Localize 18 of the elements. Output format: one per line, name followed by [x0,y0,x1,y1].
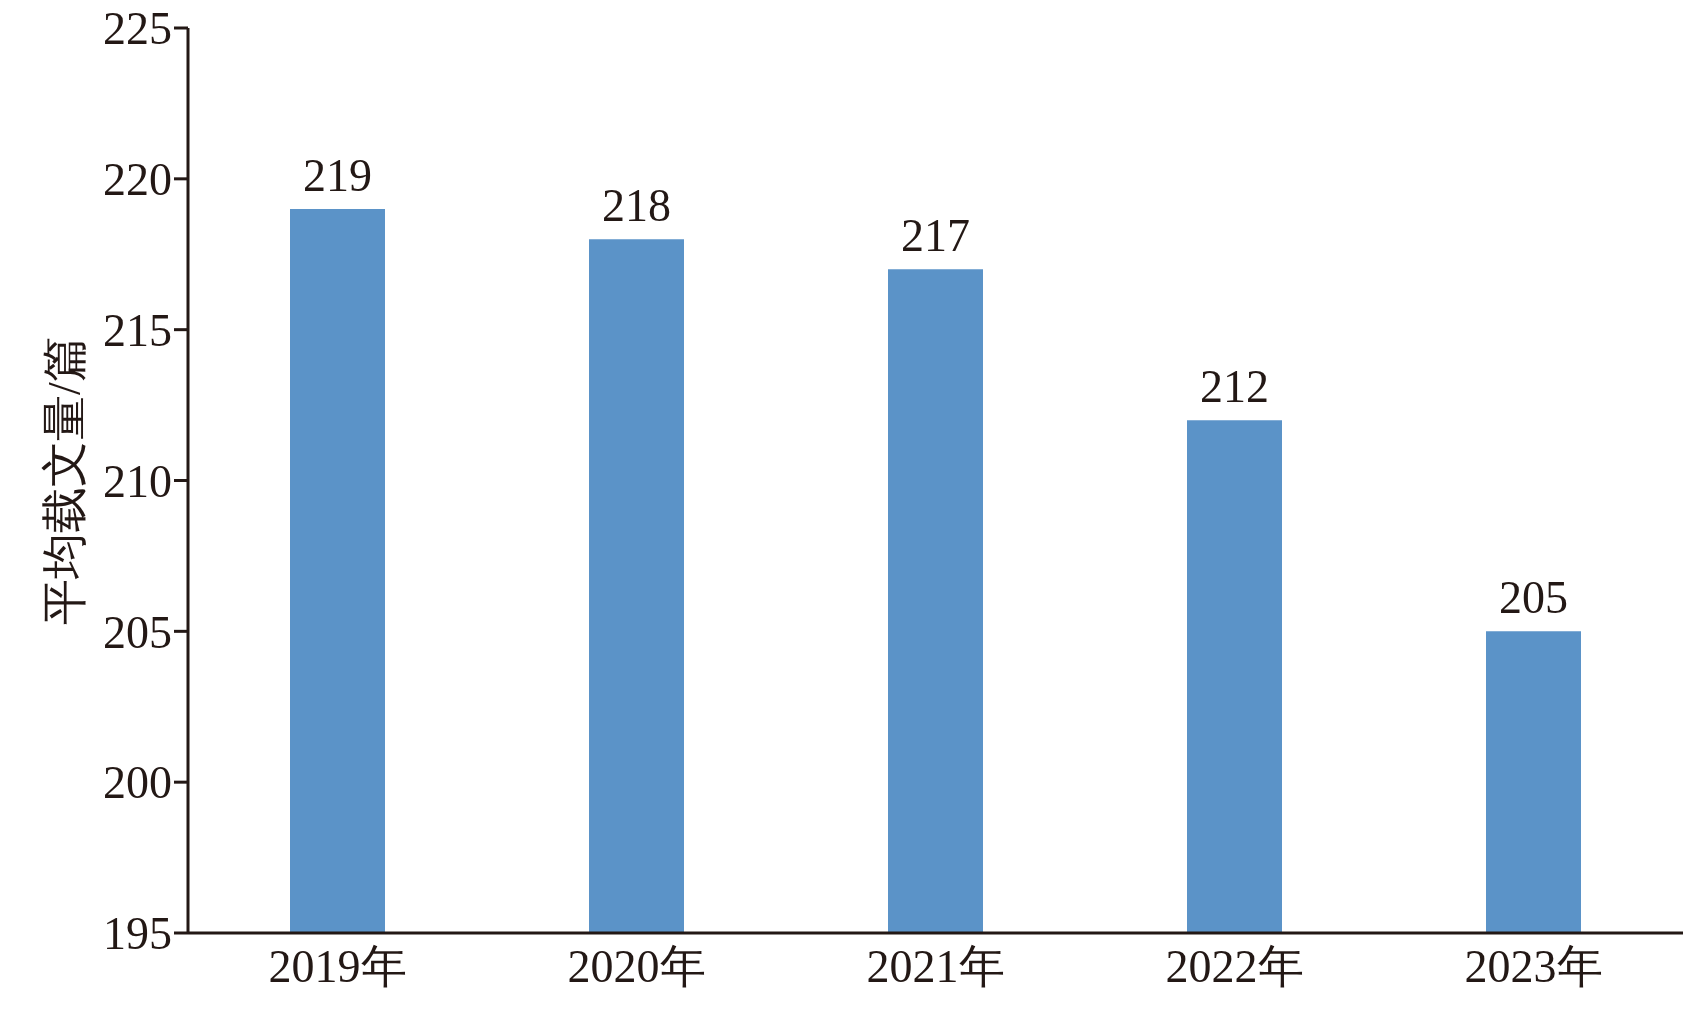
x-tick-label: 2020年 [567,940,706,992]
x-tick-label: 2021年 [866,940,1005,992]
y-tick-label: 210 [103,455,172,507]
data-label: 212 [1200,361,1269,413]
data-label: 218 [602,180,671,232]
y-tick-label: 200 [103,757,172,809]
x-tick-label: 2023年 [1464,940,1603,992]
x-tick-label: 2022年 [1165,940,1304,992]
data-label: 219 [303,150,372,201]
y-tick-label: 225 [103,3,172,55]
y-axis-title: 平均载文量/篇 [39,336,91,625]
y-tick-label: 220 [103,154,172,206]
y-tick-label: 195 [103,908,172,960]
data-label: 217 [901,210,970,262]
x-tick-label: 2019年 [268,940,407,992]
y-tick-label: 215 [103,305,172,356]
y-tick-label: 205 [103,606,172,658]
data-label: 205 [1499,572,1568,624]
